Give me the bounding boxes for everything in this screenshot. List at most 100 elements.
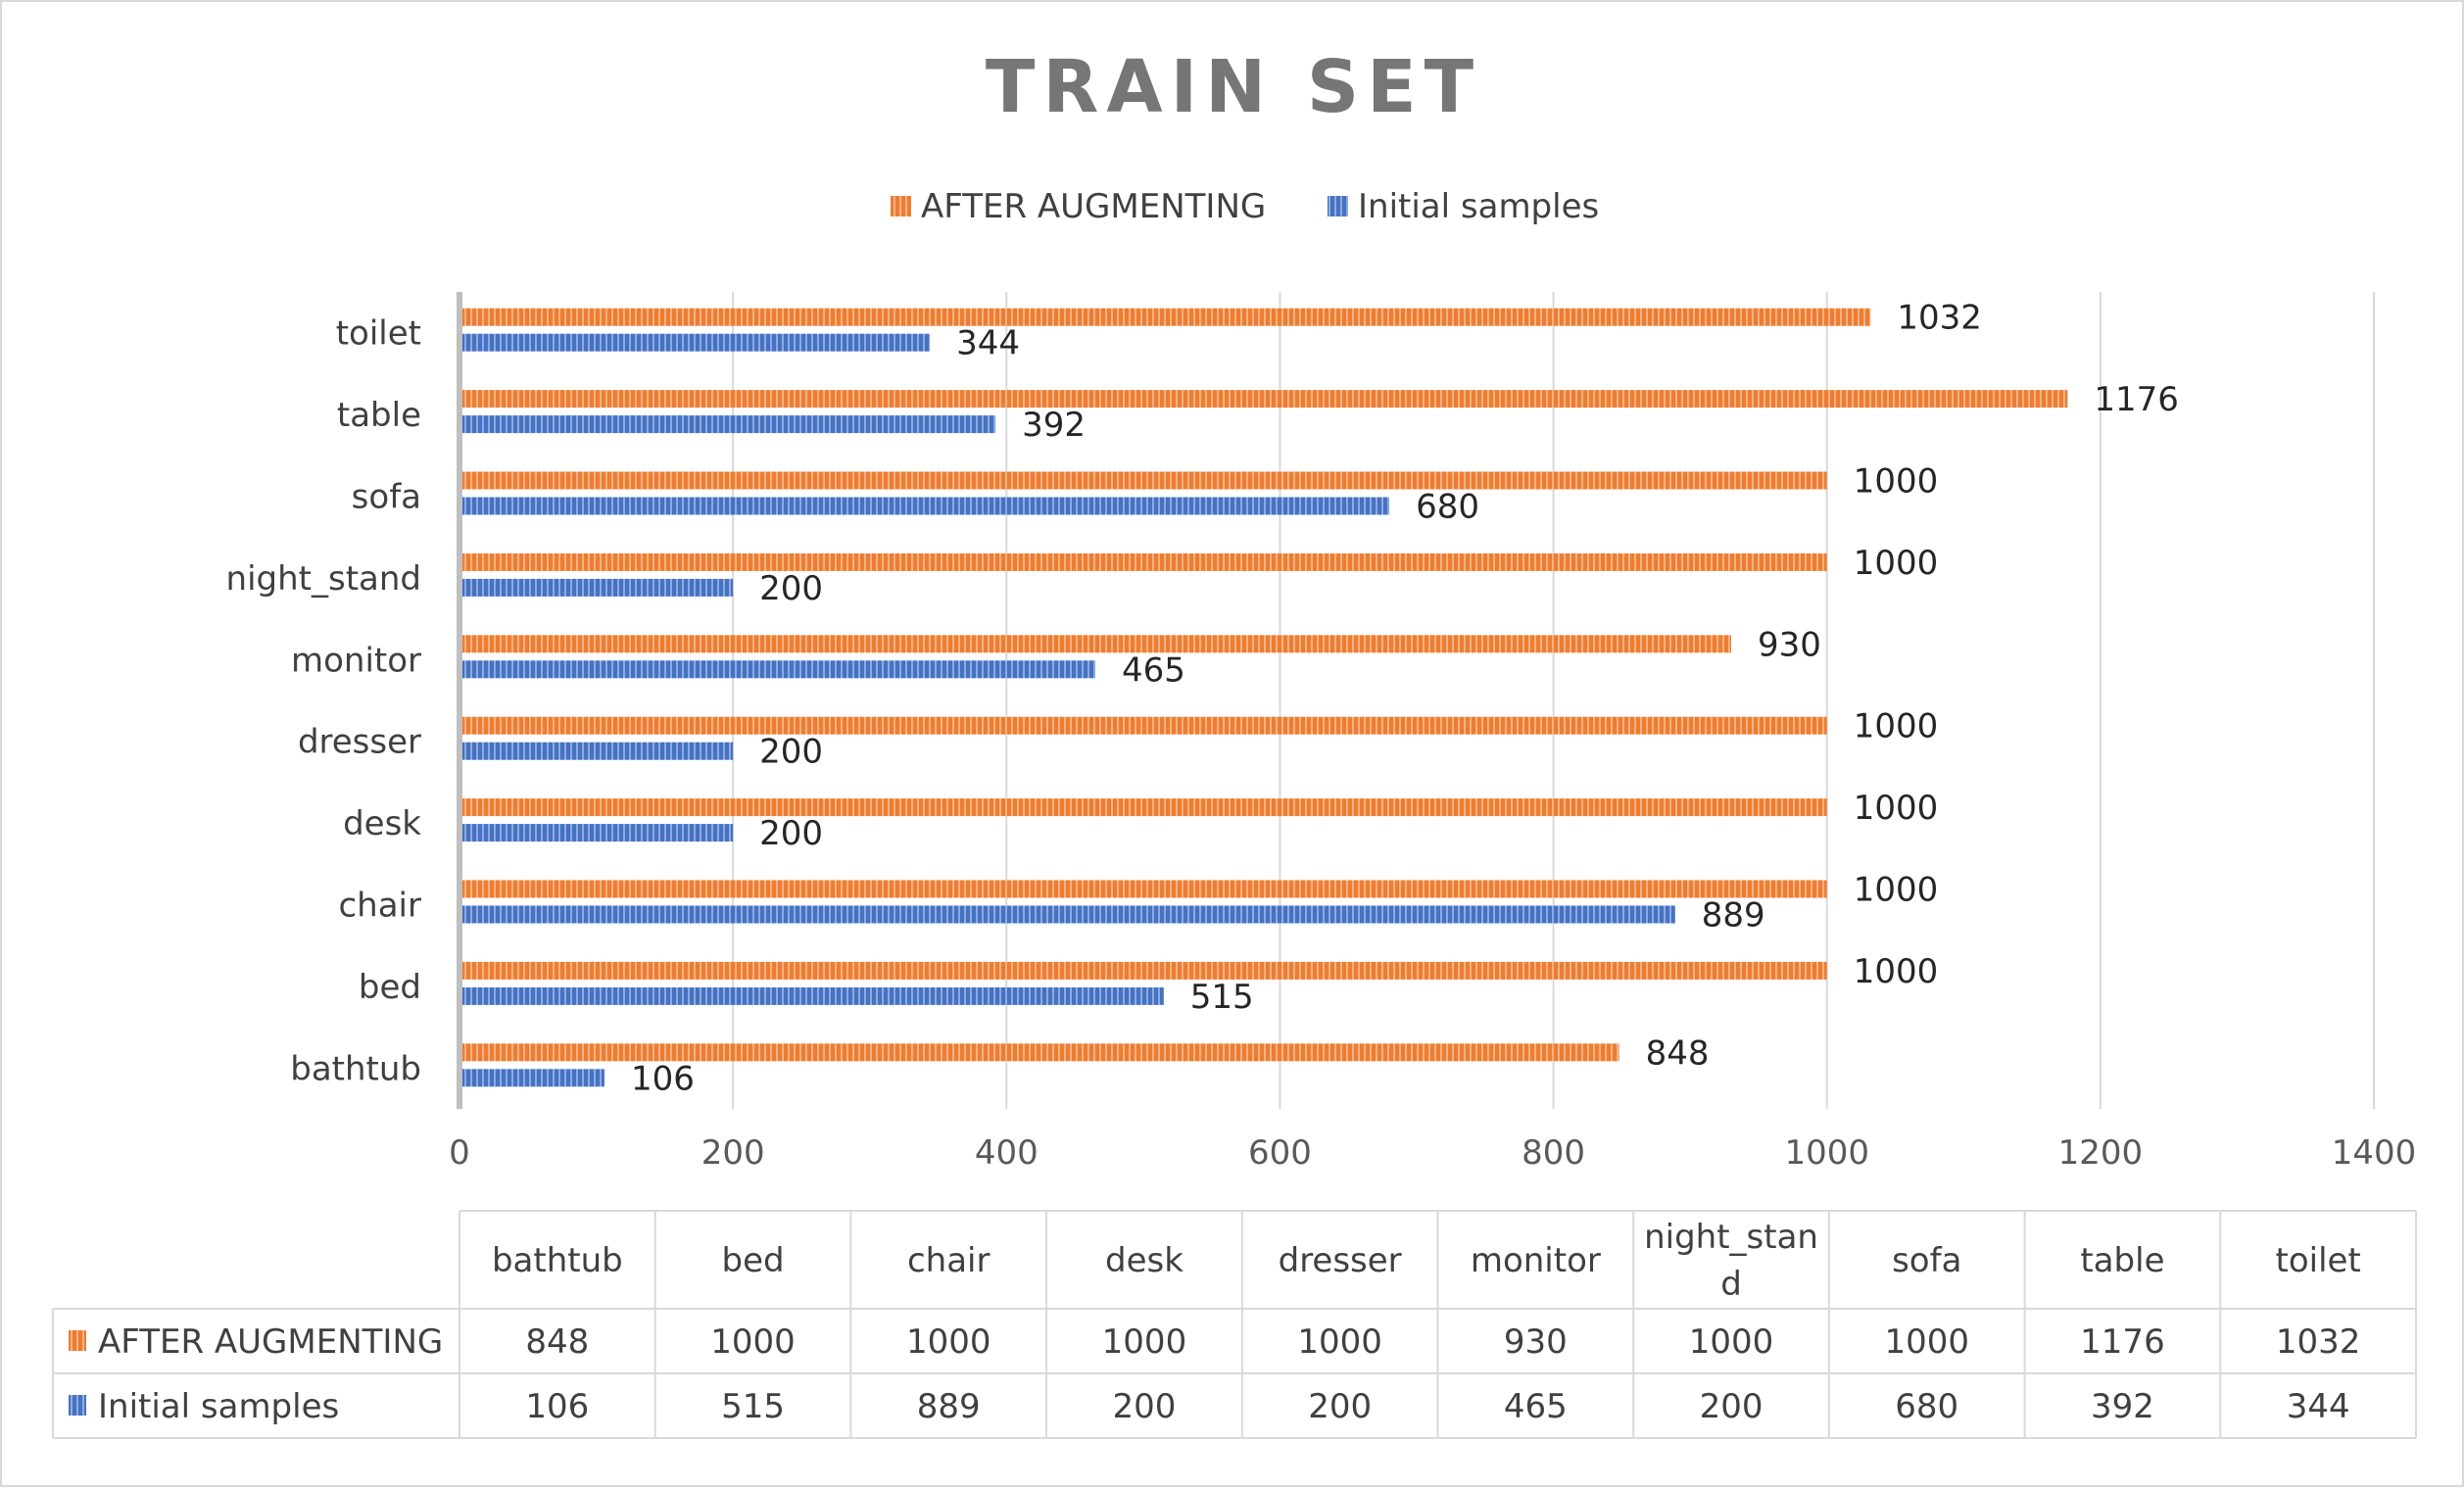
table-header-desk: desk bbox=[1105, 1241, 1184, 1280]
table-cell-initial-samples-table: 392 bbox=[2091, 1387, 2154, 1426]
data-label-initial-samples-sofa: 680 bbox=[1416, 488, 1479, 527]
x-tick-label-400: 400 bbox=[975, 1133, 1039, 1173]
bar-initial-samples-dresser bbox=[462, 742, 734, 760]
category-label-sofa: sofa bbox=[352, 478, 421, 517]
table-cell-initial-samples-chair: 889 bbox=[917, 1387, 981, 1426]
bar-after-augmenting-dresser bbox=[462, 716, 1827, 735]
table-cell-initial-samples-toilet: 344 bbox=[2287, 1387, 2350, 1426]
table-header-chair: chair bbox=[907, 1241, 990, 1280]
table-cell-initial-samples-sofa: 680 bbox=[1895, 1387, 1958, 1426]
category-label-bed: bed bbox=[359, 968, 421, 1007]
bar-after-augmenting-bed bbox=[462, 961, 1827, 980]
table-header-table: table bbox=[2080, 1241, 2164, 1280]
data-label-initial-samples-bathtub: 106 bbox=[631, 1059, 695, 1098]
table-cell-after-augmenting-dresser: 1000 bbox=[1297, 1322, 1382, 1362]
table-header-night-stand: night_stan d bbox=[1644, 1218, 1818, 1304]
table-cell-after-augmenting-sofa: 1000 bbox=[1884, 1322, 1969, 1362]
table-cell-initial-samples-desk: 200 bbox=[1112, 1387, 1176, 1426]
x-tick-label-800: 800 bbox=[1522, 1133, 1585, 1173]
data-label-initial-samples-table: 392 bbox=[1022, 406, 1086, 445]
legend-swatch-after-augmenting bbox=[891, 196, 911, 216]
bar-initial-samples-chair bbox=[462, 905, 1675, 924]
legend: AFTER AUGMENTING Initial samples bbox=[891, 187, 1599, 226]
table-header-monitor: monitor bbox=[1471, 1241, 1601, 1280]
data-label-after-augmenting-chair: 1000 bbox=[1854, 871, 1939, 910]
table-cell-after-augmenting-monitor: 930 bbox=[1504, 1322, 1568, 1362]
category-label-monitor: monitor bbox=[291, 641, 421, 680]
x-tick-labels: 0 200 400 600 800 1000 1200 1400 bbox=[449, 1133, 2416, 1173]
category-labels: bathtub bed chair desk dresser monitor night_s… bbox=[226, 314, 422, 1089]
data-label-initial-samples-bed: 515 bbox=[1190, 978, 1254, 1017]
x-tick-label-600: 600 bbox=[1248, 1133, 1312, 1173]
table-cell-after-augmenting-chair: 1000 bbox=[906, 1322, 991, 1362]
data-label-after-augmenting-desk: 1000 bbox=[1854, 789, 1939, 828]
legend-label-initial-samples: Initial samples bbox=[1358, 187, 1599, 226]
table-cell-initial-samples-bathtub: 106 bbox=[525, 1387, 589, 1426]
table-header-bathtub: bathtub bbox=[492, 1241, 623, 1280]
bar-after-augmenting-night-stand bbox=[462, 552, 1827, 571]
data-label-after-augmenting-monitor: 930 bbox=[1758, 625, 1821, 664]
gridlines bbox=[457, 292, 2375, 1109]
table-swatch-initial-samples bbox=[69, 1395, 86, 1416]
category-label-dresser: dresser bbox=[298, 723, 421, 762]
bar-initial-samples-desk bbox=[462, 824, 734, 842]
table-cell-after-augmenting-night-stand: 1000 bbox=[1689, 1322, 1774, 1362]
table-cell-initial-samples-bed: 515 bbox=[721, 1387, 785, 1426]
table-row-label-initial-samples: Initial samples bbox=[98, 1387, 339, 1426]
category-label-bathtub: bathtub bbox=[290, 1049, 421, 1088]
bar-initial-samples-table bbox=[462, 415, 996, 434]
table-cell-initial-samples-monitor: 465 bbox=[1504, 1387, 1568, 1426]
data-label-after-augmenting-bathtub: 848 bbox=[1646, 1033, 1710, 1073]
data-label-initial-samples-night-stand: 200 bbox=[759, 569, 823, 608]
x-tick-label-200: 200 bbox=[701, 1133, 765, 1173]
data-label-initial-samples-desk: 200 bbox=[759, 814, 823, 853]
bar-initial-samples-monitor bbox=[462, 660, 1096, 679]
data-label-initial-samples-monitor: 465 bbox=[1122, 650, 1185, 690]
table-header-sofa: sofa bbox=[1892, 1241, 1961, 1280]
table-cell-initial-samples-night-stand: 200 bbox=[1700, 1387, 1763, 1426]
data-table: bathtub bed chair desk dresser monitor night_s… bbox=[52, 1210, 2417, 1439]
data-label-initial-samples-chair: 889 bbox=[1702, 896, 1765, 936]
table-cell-after-augmenting-bed: 1000 bbox=[710, 1322, 796, 1362]
bar-initial-samples-bed bbox=[462, 986, 1164, 1005]
data-label-after-augmenting-bed: 1000 bbox=[1854, 952, 1939, 991]
chart-title: TRAIN SET bbox=[986, 45, 1481, 129]
table-cell-after-augmenting-bathtub: 848 bbox=[525, 1322, 589, 1362]
data-label-initial-samples-dresser: 200 bbox=[759, 733, 823, 772]
x-tick-label-1000: 1000 bbox=[1784, 1133, 1869, 1173]
legend-swatch-initial-samples bbox=[1328, 196, 1348, 216]
data-label-after-augmenting-dresser: 1000 bbox=[1854, 707, 1939, 746]
table-header-dresser: dresser bbox=[1279, 1241, 1402, 1280]
x-tick-label-1400: 1400 bbox=[2332, 1133, 2417, 1173]
category-label-night-stand: night_stand bbox=[226, 559, 421, 599]
data-labels: 848 106 1000 515 1000 889 1000 200 1000 200 930 465… bbox=[631, 299, 2179, 1099]
bars bbox=[462, 308, 2068, 1087]
bar-after-augmenting-desk bbox=[462, 798, 1827, 817]
table-header-toilet: toilet bbox=[2276, 1241, 2361, 1280]
bar-initial-samples-toilet bbox=[462, 333, 931, 352]
bar-initial-samples-bathtub bbox=[462, 1069, 604, 1087]
x-tick-label-1200: 1200 bbox=[2058, 1133, 2144, 1173]
table-header-bed: bed bbox=[722, 1241, 785, 1280]
data-label-after-augmenting-night-stand: 1000 bbox=[1854, 544, 1939, 583]
x-tick-label-0: 0 bbox=[449, 1133, 470, 1173]
data-label-after-augmenting-table: 1176 bbox=[2094, 380, 2179, 419]
category-label-chair: chair bbox=[338, 887, 421, 926]
data-label-after-augmenting-sofa: 1000 bbox=[1854, 462, 1939, 502]
table-swatch-after-augmenting bbox=[69, 1330, 86, 1351]
category-label-table: table bbox=[337, 396, 421, 435]
category-label-toilet: toilet bbox=[336, 314, 421, 354]
data-label-initial-samples-toilet: 344 bbox=[956, 324, 1020, 363]
bar-after-augmenting-sofa bbox=[462, 471, 1827, 490]
table-cell-initial-samples-dresser: 200 bbox=[1308, 1387, 1372, 1426]
legend-label-after-augmenting: AFTER AUGMENTING bbox=[921, 187, 1266, 226]
bar-after-augmenting-monitor bbox=[462, 635, 1732, 653]
bar-initial-samples-sofa bbox=[462, 497, 1390, 515]
category-label-desk: desk bbox=[343, 804, 421, 843]
bar-after-augmenting-chair bbox=[462, 880, 1827, 898]
data-label-after-augmenting-toilet: 1032 bbox=[1897, 299, 1982, 338]
bar-after-augmenting-bathtub bbox=[462, 1043, 1619, 1062]
bar-after-augmenting-table bbox=[462, 390, 2068, 408]
